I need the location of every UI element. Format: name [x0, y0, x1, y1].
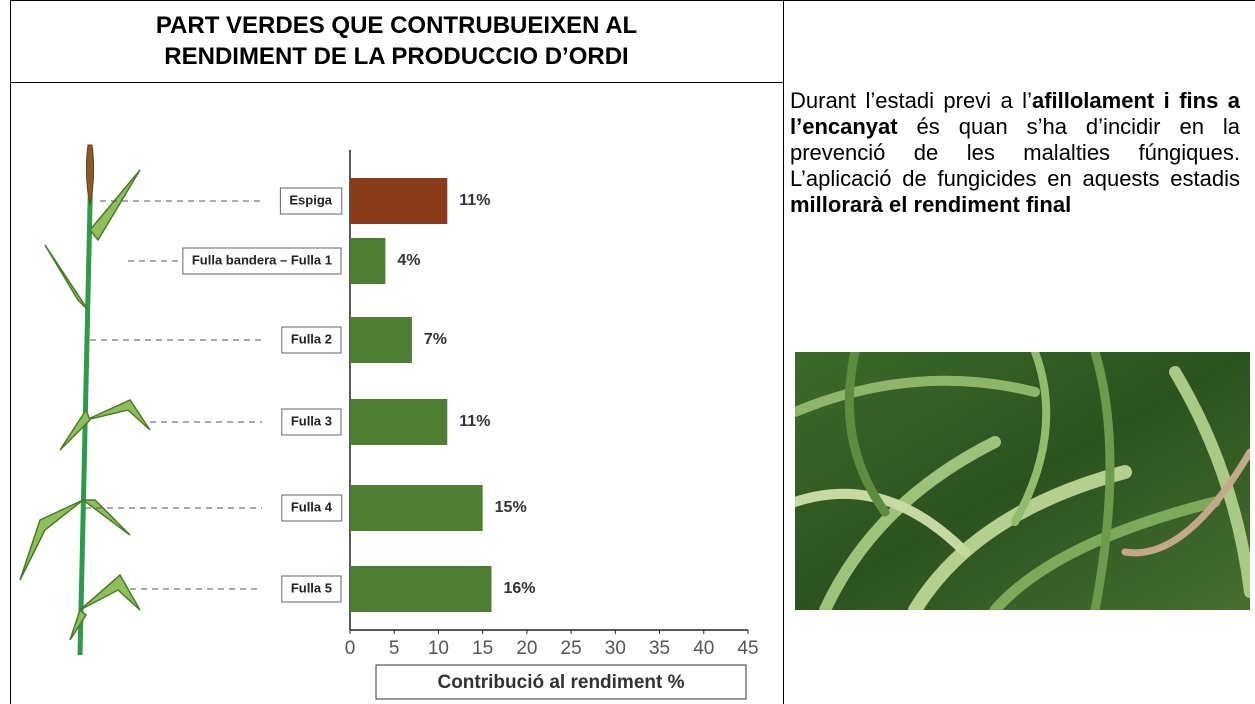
- value-label: 7%: [424, 331, 447, 348]
- text-bold: millorarà el rendiment final: [790, 192, 1071, 217]
- category-label: Fulla bandera – Fulla 1: [192, 252, 332, 267]
- category-label: Fulla 5: [291, 580, 332, 595]
- category-label: Espiga: [289, 192, 332, 207]
- x-tick-label: 0: [345, 638, 356, 659]
- x-axis-label: Contribució al rendiment %: [437, 672, 684, 693]
- category-label: Fulla 3: [291, 413, 332, 428]
- photo: [795, 352, 1250, 610]
- value-label: 15%: [495, 499, 527, 516]
- x-tick-label: 5: [389, 638, 400, 659]
- x-tick-label: 10: [428, 638, 449, 659]
- bar: [350, 317, 412, 363]
- value-label: 4%: [397, 252, 420, 269]
- value-label: 16%: [504, 580, 536, 597]
- x-tick-label: 30: [605, 638, 626, 659]
- category-label: Fulla 4: [291, 499, 333, 514]
- x-tick-label: 15: [472, 638, 493, 659]
- bar: [350, 238, 385, 284]
- text: Durant l’estadi previ a l’: [790, 88, 1032, 113]
- x-tick-label: 45: [737, 638, 758, 659]
- x-tick-label: 20: [516, 638, 537, 659]
- x-tick-label: 35: [649, 638, 670, 659]
- x-tick-label: 40: [693, 638, 714, 659]
- border: [783, 0, 784, 704]
- chart: 0 5 10 15 20 25 30 35 40 45 Contribució al rendime…: [0, 0, 783, 704]
- bar: [350, 566, 492, 612]
- paragraph: Durant l’estadi previ a l’afillolament i…: [790, 88, 1240, 218]
- bar: [350, 399, 447, 445]
- x-tick-label: 25: [561, 638, 582, 659]
- bar: [350, 485, 483, 531]
- value-label: 11%: [459, 413, 490, 430]
- plant: [20, 145, 150, 655]
- page: PART VERDES QUE CONTRUBUEIXEN AL RENDIME…: [0, 0, 1255, 704]
- category-label: Fulla 2: [291, 331, 332, 346]
- value-label: 11%: [459, 192, 490, 209]
- bar: [350, 178, 447, 224]
